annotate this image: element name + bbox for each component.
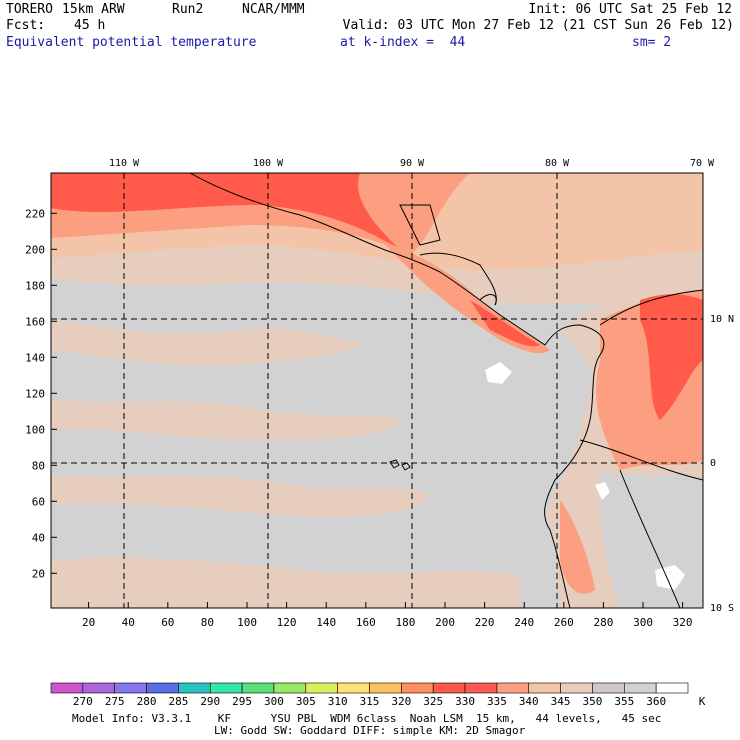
left-tick-label: 220 <box>25 207 45 220</box>
bottom-tick-label: 40 <box>122 616 135 629</box>
colorbar-swatch <box>592 682 625 694</box>
field-name: Equivalent potential temperature <box>6 35 257 50</box>
colorbar-swatch <box>464 682 498 694</box>
model-info-line2: LW: Godd SW: Goddard DIFF: simple KM: 2D… <box>214 724 526 737</box>
lat-label-0: 0 <box>710 458 716 469</box>
colorbar-swatch <box>655 682 689 694</box>
colorbar-label: 340 <box>519 695 539 708</box>
colorbar-label: 300 <box>264 695 284 708</box>
colorbar-swatch <box>209 682 243 694</box>
colorbar-label: 325 <box>423 695 443 708</box>
left-tick-label: 160 <box>25 315 45 328</box>
model-run: Run2 <box>172 2 204 17</box>
bottom-tick-label: 80 <box>201 616 214 629</box>
colorbar-label: 280 <box>137 695 157 708</box>
colorbar-label: 360 <box>646 695 666 708</box>
colorbar-swatch <box>114 682 147 694</box>
colorbar-swatch <box>401 682 434 694</box>
level-index: at k-index = 44 <box>340 35 466 50</box>
colorbar-swatch <box>178 682 211 694</box>
colorbar-label: 305 <box>296 695 316 708</box>
colorbar-label: 330 <box>455 695 475 708</box>
bottom-tick-label: 60 <box>161 616 174 629</box>
colorbar-label: 320 <box>391 695 411 708</box>
left-tick-label: 80 <box>32 459 45 472</box>
colorbar-swatch <box>528 682 561 694</box>
lon-label-70w: 70 W <box>690 158 715 169</box>
lon-label-100w: 100 W <box>253 158 284 169</box>
forecast-hours: 45 h <box>74 18 106 33</box>
colorbar-label: 285 <box>168 695 188 708</box>
colorbar-swatch <box>369 682 402 694</box>
smoothing: sm= 2 <box>632 35 672 50</box>
colorbar-swatch <box>146 682 179 694</box>
map-field <box>51 173 703 608</box>
bottom-tick-label: 180 <box>395 616 415 629</box>
left-tick-label: 140 <box>25 351 45 364</box>
model-org: NCAR/MMM <box>242 2 305 17</box>
colorbar-swatch <box>623 682 657 694</box>
bottom-tick-label: 160 <box>356 616 376 629</box>
bottom-tick-label: 320 <box>673 616 693 629</box>
colorbar-swatch <box>432 682 466 694</box>
colorbar-swatch <box>50 682 84 694</box>
bottom-tick-label: 220 <box>475 616 495 629</box>
colorbar-swatch <box>496 682 530 694</box>
colorbar-swatch <box>305 682 338 694</box>
colorbar-swatch <box>273 682 307 694</box>
colorbar-swatch <box>560 682 593 694</box>
left-tick-label: 180 <box>25 279 45 292</box>
lat-label-10n: 10 N <box>710 314 734 325</box>
colorbar-label: 270 <box>73 695 93 708</box>
lon-label-110w: 110 W <box>109 158 140 169</box>
colorbar-swatch <box>241 682 275 694</box>
model-info-line1: Model Info: V3.3.1 KF YSU PBL WDM 6class… <box>72 712 662 725</box>
bottom-tick-label: 200 <box>435 616 455 629</box>
bottom-tick-label: 260 <box>554 616 574 629</box>
lat-label-10s: 10 S <box>710 603 734 614</box>
model-resolution: 15km ARW <box>62 2 125 17</box>
bottom-tick-label: 240 <box>514 616 534 629</box>
graticule <box>51 173 703 608</box>
colorbar-swatch <box>82 682 115 694</box>
map-frame <box>50 172 704 609</box>
colorbar-label: 335 <box>487 695 507 708</box>
lon-label-90w: 90 W <box>400 158 425 169</box>
colorbar-label: 350 <box>583 695 603 708</box>
left-tick-label: 200 <box>25 243 45 256</box>
colorbar-unit: K <box>699 695 706 708</box>
bottom-tick-label: 100 <box>237 616 257 629</box>
left-tick-label: 40 <box>32 531 45 544</box>
bottom-tick-label: 120 <box>277 616 297 629</box>
colorbar <box>50 682 689 694</box>
colorbar-label: 295 <box>232 695 252 708</box>
forecast-label: Fcst: <box>6 18 46 33</box>
colorbar-swatch <box>337 682 370 694</box>
bottom-tick-label: 280 <box>593 616 613 629</box>
left-tick-label: 60 <box>32 495 45 508</box>
colorbar-label: 290 <box>200 695 220 708</box>
bottom-tick-label: 140 <box>316 616 336 629</box>
valid-time: Valid: 03 UTC Mon 27 Feb 12 (21 CST Sun … <box>342 18 734 33</box>
bottom-tick-label: 20 <box>82 616 95 629</box>
init-time: Init: 06 UTC Sat 25 Feb 12 <box>528 2 733 17</box>
left-tick-label: 100 <box>25 423 45 436</box>
lon-label-80w: 80 W <box>545 158 570 169</box>
colorbar-label: 355 <box>614 695 634 708</box>
left-tick-label: 120 <box>25 387 45 400</box>
colorbar-label: 315 <box>360 695 380 708</box>
colorbar-label: 310 <box>328 695 348 708</box>
bottom-tick-label: 300 <box>633 616 653 629</box>
colorbar-label: 275 <box>105 695 125 708</box>
model-name: TORERO <box>6 2 53 17</box>
colorbar-label: 345 <box>551 695 571 708</box>
left-tick-label: 20 <box>32 567 45 580</box>
coastlines <box>189 173 703 608</box>
